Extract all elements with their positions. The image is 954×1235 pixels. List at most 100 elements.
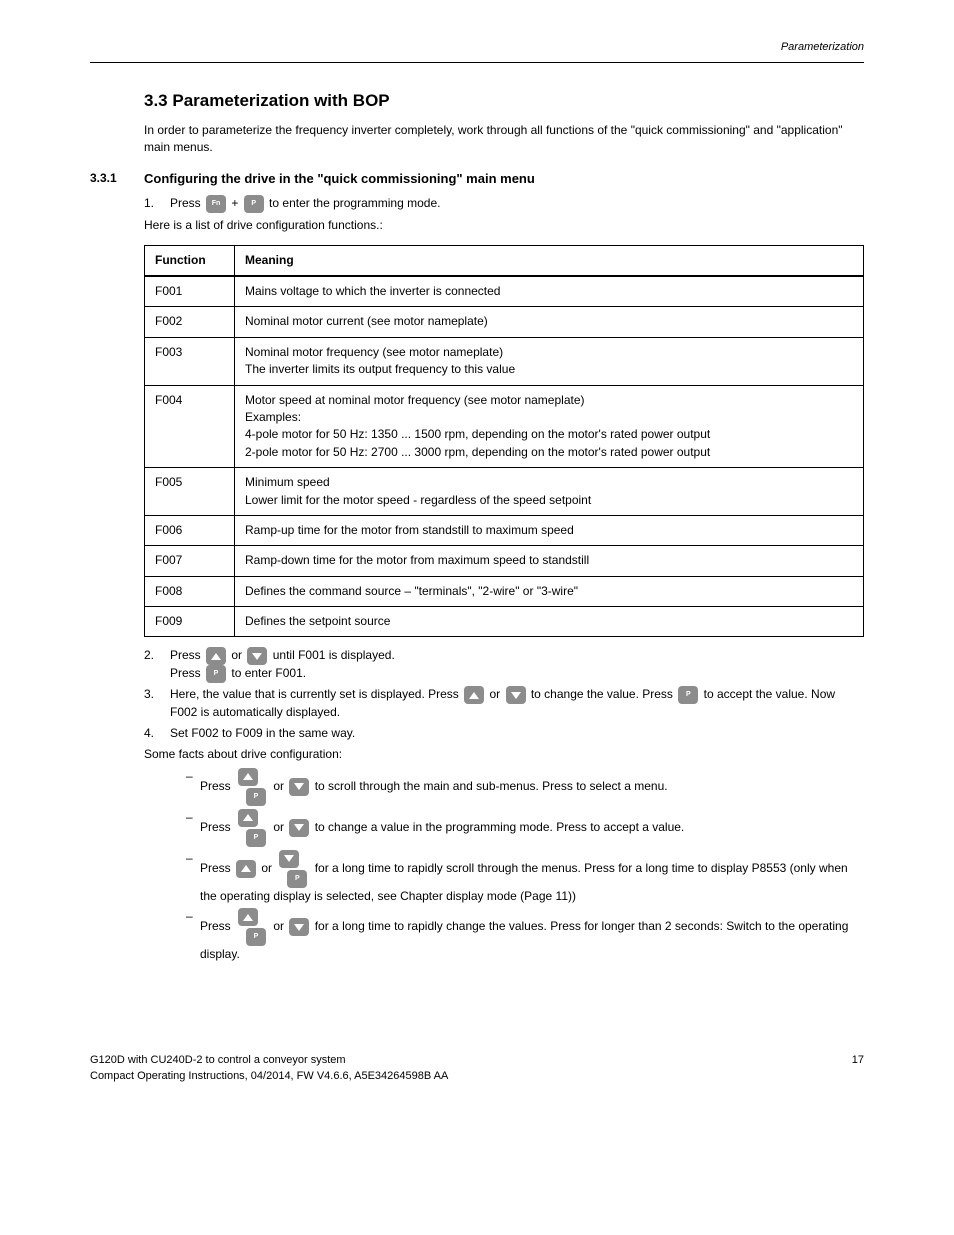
up-key-icon (236, 860, 256, 878)
table-cell: Nominal motor current (see motor namepla… (235, 307, 864, 337)
table-row: F002 Nominal motor current (see motor na… (145, 307, 864, 337)
table-row: F003 Nominal motor frequency (see motor … (145, 337, 864, 385)
step-text: until F001 is displayed. (273, 649, 395, 663)
table-cell: Ramp-up time for the motor from standsti… (235, 515, 864, 545)
table-cell: Minimum speed Lower limit for the motor … (235, 468, 864, 516)
page-title: 3.3 Parameterization with BOP (144, 89, 864, 114)
fact-text: for a long time to rapidly change the va… (315, 919, 584, 933)
cell-line: The inverter limits its output frequency… (245, 361, 853, 378)
p-key-icon (678, 686, 698, 704)
step-text: or (231, 649, 245, 663)
facts-list: – Press or to scroll through the main an… (186, 768, 864, 964)
down-key-icon (289, 918, 309, 936)
table-cell: Mains voltage to which the inverter is c… (235, 276, 864, 307)
table-header: Function (145, 245, 235, 276)
fact-text: to accept a value. (590, 820, 684, 834)
table-cell: F003 (145, 337, 235, 385)
fact-text: Press (200, 820, 234, 834)
step-text: or (489, 688, 503, 702)
fact-row: – Press or to change a value in the prog… (186, 809, 864, 847)
table-cell: Ramp-down time for the motor from maximu… (235, 546, 864, 576)
table-cell: Nominal motor frequency (see motor namep… (235, 337, 864, 385)
fact-text: to scroll through the main and sub-menus… (315, 779, 576, 793)
down-key-icon (289, 819, 309, 837)
dash-icon: – (186, 809, 200, 847)
step-lead: Here is a list of drive configuration fu… (144, 217, 864, 234)
page-header-right: Parameterization (90, 40, 864, 56)
footer-page-number: 17 (852, 1053, 864, 1085)
table-row: F004 Motor speed at nominal motor freque… (145, 385, 864, 468)
down-then-p-keys (277, 850, 309, 888)
up-then-p-keys (236, 768, 268, 806)
table-row: F005 Minimum speed Lower limit for the m… (145, 468, 864, 516)
step-2: 2. Press or until F001 is displayed. Pre… (144, 647, 864, 683)
table-cell: Motor speed at nominal motor frequency (… (235, 385, 864, 468)
up-key-icon (206, 647, 226, 665)
table-cell: F006 (145, 515, 235, 545)
down-key-icon (279, 850, 299, 868)
step-text: Press (170, 196, 204, 210)
page-footer: G120D with CU240D-2 to control a conveyo… (90, 1053, 864, 1085)
up-key-icon (238, 908, 258, 926)
fact-text: or (273, 919, 287, 933)
fact-text: or (273, 779, 287, 793)
cell-line: Motor speed at nominal motor frequency (… (245, 392, 853, 409)
step-number: 1. (144, 195, 170, 213)
footer-left-line1: G120D with CU240D-2 to control a conveyo… (90, 1053, 448, 1069)
cell-line: Lower limit for the motor speed - regard… (245, 492, 853, 509)
fact-row: – Press or for a long time to rapidly sc… (186, 850, 864, 905)
dash-icon: – (186, 908, 200, 963)
dash-icon: – (186, 850, 200, 905)
fact-row: – Press or to scroll through the main an… (186, 768, 864, 806)
cell-line: Nominal motor frequency (see motor namep… (245, 344, 853, 361)
table-cell: F002 (145, 307, 235, 337)
table-header: Meaning (235, 245, 864, 276)
cell-line: Examples: (245, 409, 853, 426)
step-text: to enter F001. (231, 667, 306, 681)
header-rule (90, 62, 864, 63)
fn-key-icon (206, 195, 226, 213)
step-text: Set F002 to F009 in the same way. (170, 725, 864, 742)
fact-text: or (261, 861, 275, 875)
fact-text: to change a value in the programming mod… (315, 820, 590, 834)
fact-text: Press (200, 861, 234, 875)
up-then-p-keys (236, 908, 268, 946)
step-number: 4. (144, 725, 170, 742)
function-table: Function Meaning F001 Mains voltage to w… (144, 245, 864, 638)
fact-text: to select a menu. (576, 779, 667, 793)
step-text: Here, the value that is currently set is… (170, 688, 462, 702)
table-row: F001 Mains voltage to which the inverter… (145, 276, 864, 307)
intro-text: In order to parameterize the frequency i… (144, 122, 864, 157)
step-number: 2. (144, 647, 170, 683)
down-key-icon (289, 778, 309, 796)
step-3: 3. Here, the value that is currently set… (144, 686, 864, 721)
table-cell: Defines the command source – "terminals"… (235, 576, 864, 606)
table-row: F007 Ramp-down time for the motor from m… (145, 546, 864, 576)
step-text: to enter the programming mode. (269, 196, 440, 210)
table-cell: F008 (145, 576, 235, 606)
cell-line: 4-pole motor for 50 Hz: 1350 ... 1500 rp… (245, 426, 853, 443)
fact-text: Press (200, 779, 234, 793)
step-text: to change the value. Press (531, 688, 676, 702)
p-key-icon (206, 665, 226, 683)
up-key-icon (238, 768, 258, 786)
step-text: Press (170, 649, 204, 663)
section-heading: 3.3.1 Configuring the drive in the "quic… (90, 170, 864, 189)
step-1: 1. Press + to enter the programming mode… (144, 195, 864, 213)
up-key-icon (464, 686, 484, 704)
down-key-icon (247, 647, 267, 665)
p-key-icon (244, 195, 264, 213)
table-row: F009 Defines the setpoint source (145, 607, 864, 637)
fact-text: or (273, 820, 287, 834)
up-key-icon (238, 809, 258, 827)
table-cell: F005 (145, 468, 235, 516)
fact-text: Press (200, 919, 234, 933)
fact-text: for a long time to rapidly scroll throug… (315, 861, 618, 875)
dash-icon: – (186, 768, 200, 806)
table-row: F008 Defines the command source – "termi… (145, 576, 864, 606)
step-text: Press (170, 667, 204, 681)
table-cell: F001 (145, 276, 235, 307)
table-cell: F004 (145, 385, 235, 468)
table-cell: Defines the setpoint source (235, 607, 864, 637)
p-key-icon (287, 870, 307, 888)
